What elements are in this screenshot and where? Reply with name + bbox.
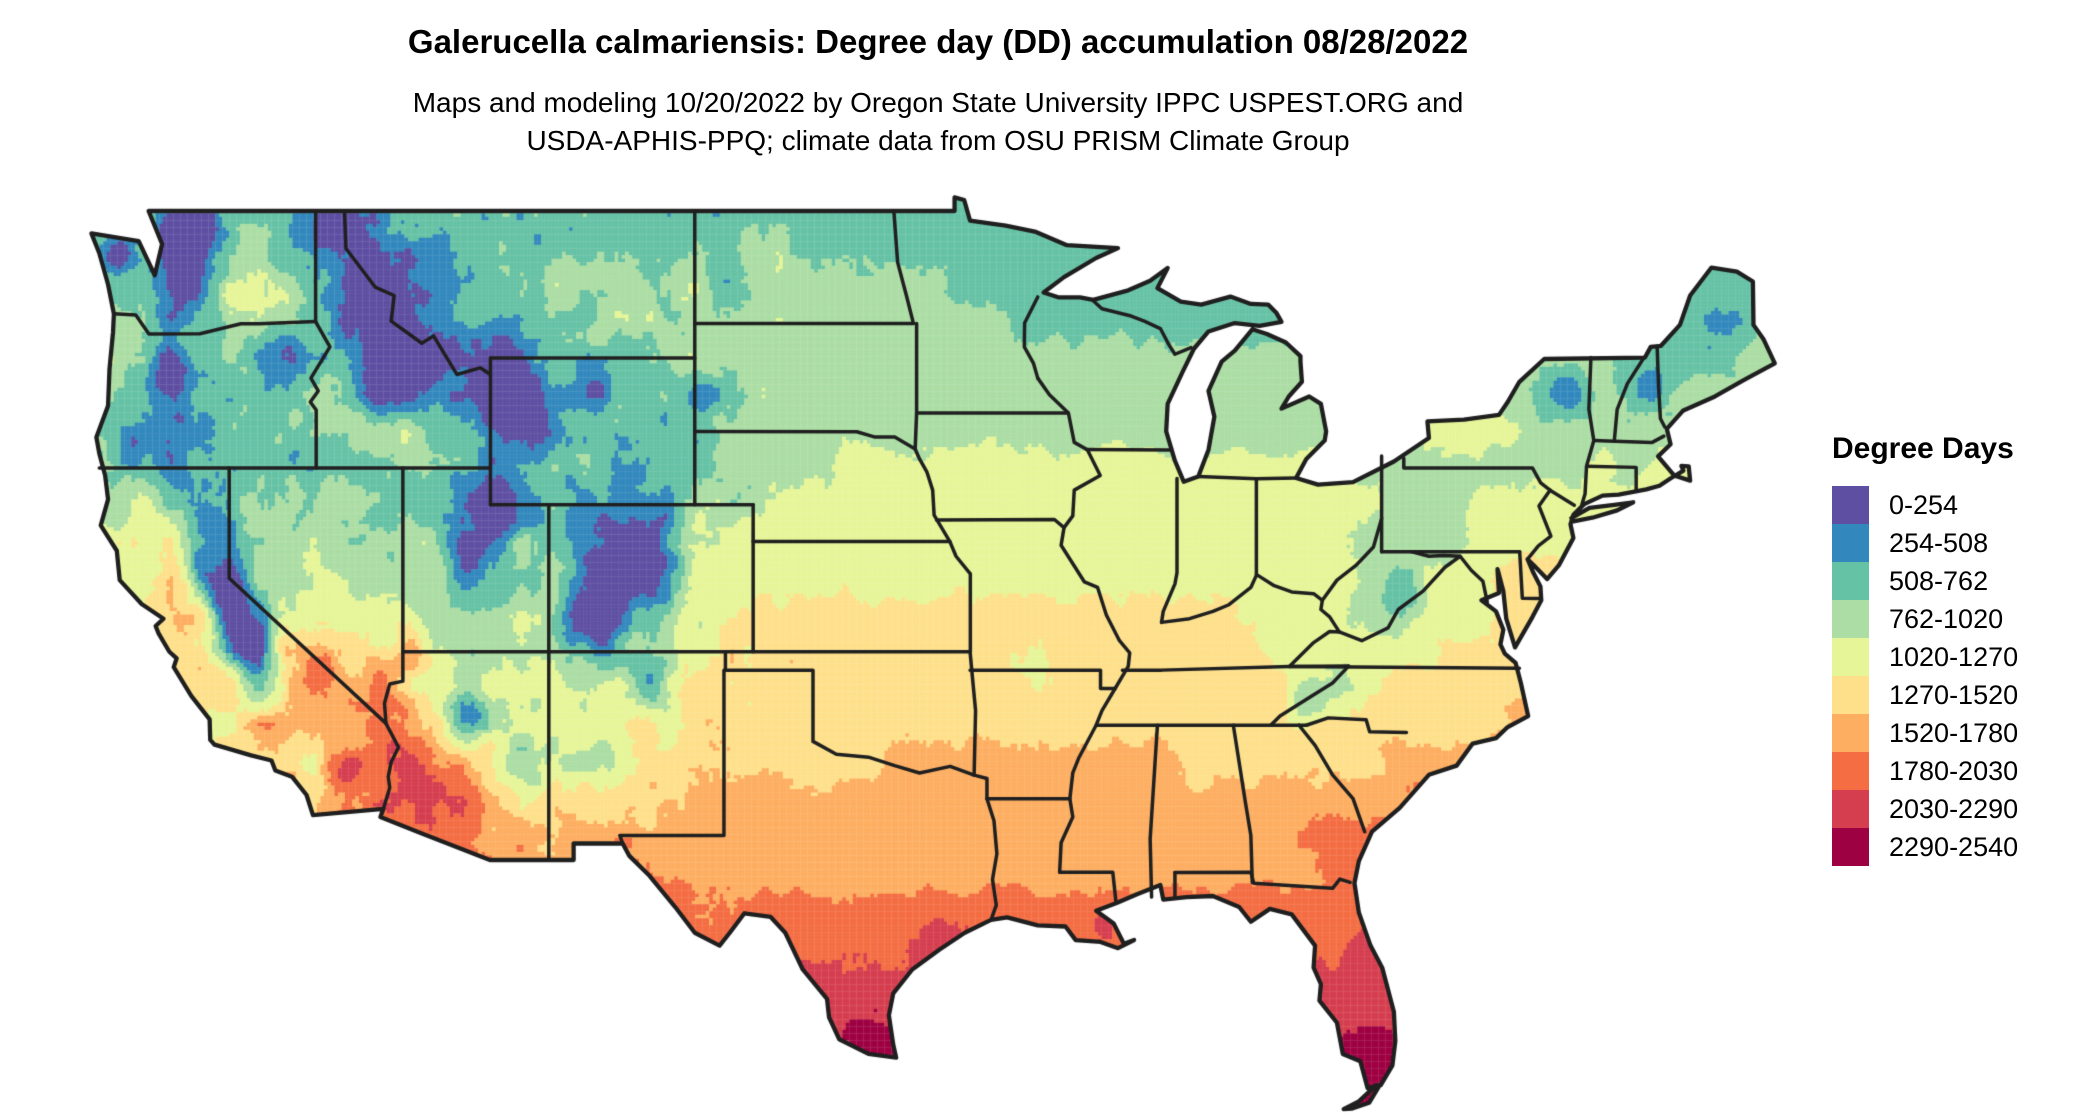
legend-swatch-icon: [1832, 752, 1869, 790]
legend-swatch-icon: [1832, 638, 1869, 676]
map-subtitle: Maps and modeling 10/20/2022 by Oregon S…: [0, 84, 1876, 160]
legend-item: 0-254: [1832, 486, 2018, 524]
legend-swatch-icon: [1832, 714, 1869, 752]
legend-class-label: 1270-1520: [1889, 679, 2019, 710]
legend-swatch-icon: [1832, 828, 1869, 866]
legend-class-label: 2290-2540: [1889, 831, 2019, 862]
legend-class-label: 2030-2290: [1889, 793, 2019, 824]
legend-item: 2290-2540: [1832, 828, 2018, 866]
legend-item: 1780-2030: [1832, 752, 2018, 790]
legend-class-label: 1020-1270: [1889, 641, 2019, 672]
title-block: Galerucella calmariensis: Degree day (DD…: [0, 22, 1876, 160]
legend-class-label: 508-762: [1889, 565, 1989, 596]
legend-item: 254-508: [1832, 524, 2018, 562]
legend-swatch-icon: [1832, 562, 1869, 600]
legend-item: 1020-1270: [1832, 638, 2018, 676]
legend-items: 0-254 254-508 508-762 762-1020 1020-1270 1270…: [1832, 486, 2018, 866]
legend-class-label: 762-1020: [1889, 603, 2004, 634]
legend-class-label: 1520-1780: [1889, 717, 2019, 748]
legend-swatch-icon: [1832, 524, 1869, 562]
legend-item: 762-1020: [1832, 600, 2018, 638]
legend-swatch-icon: [1832, 676, 1869, 714]
legend-item: 2030-2290: [1832, 790, 2018, 828]
legend-item: 508-762: [1832, 562, 2018, 600]
legend: Degree Days 0-254 254-508 508-762 762-1020 1…: [1832, 432, 2018, 866]
map-title: Galerucella calmariensis: Degree day (DD…: [407, 23, 1469, 60]
legend-swatch-icon: [1832, 600, 1869, 638]
legend-item: 1520-1780: [1832, 714, 2018, 752]
legend-swatch-icon: [1832, 790, 1869, 828]
legend-class-label: 254-508: [1889, 527, 1989, 558]
legend-swatch-icon: [1832, 486, 1869, 524]
map-subtitle-line1: Maps and modeling 10/20/2022 by Oregon S…: [412, 87, 1464, 118]
legend-title: Degree Days: [1832, 432, 2014, 465]
legend-class-label: 0-254: [1889, 489, 1959, 520]
map-subtitle-line2: USDA-APHIS-PPQ; climate data from OSU PR…: [526, 125, 1350, 156]
legend-item: 1270-1520: [1832, 676, 2018, 714]
legend-class-label: 1780-2030: [1889, 755, 2019, 786]
